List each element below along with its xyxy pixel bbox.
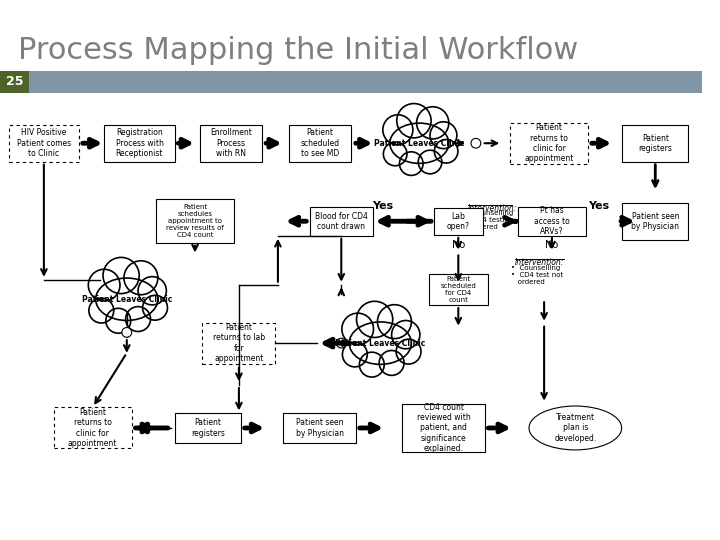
Text: CD4 count
reviewed with
patient, and
significance
explained.: CD4 count reviewed with patient, and sig… [417, 403, 471, 453]
FancyBboxPatch shape [0, 71, 702, 92]
Text: Blood for CD4
count drawn: Blood for CD4 count drawn [315, 212, 368, 231]
Text: •  Counselling
•  CD4 test not
   ordered: • Counselling • CD4 test not ordered [511, 265, 563, 285]
Text: Patient Leaves Clinic: Patient Leaves Clinic [81, 295, 172, 304]
FancyBboxPatch shape [402, 403, 485, 453]
Circle shape [434, 139, 458, 163]
Text: Intervention:: Intervention: [515, 258, 564, 267]
Circle shape [417, 107, 449, 139]
Circle shape [377, 305, 411, 339]
Text: Patient seen
by Physician: Patient seen by Physician [631, 212, 679, 231]
Text: Yes: Yes [588, 201, 609, 211]
Text: Patient
scheduled
to see MD: Patient scheduled to see MD [300, 129, 339, 158]
Ellipse shape [349, 322, 411, 364]
FancyBboxPatch shape [53, 408, 132, 448]
Ellipse shape [390, 123, 449, 163]
Circle shape [125, 307, 150, 332]
Circle shape [418, 150, 442, 174]
Circle shape [89, 269, 120, 301]
Text: Registration
Process with
Receptionist: Registration Process with Receptionist [115, 129, 163, 158]
Text: Patient
returns to
clinic for
appointment: Patient returns to clinic for appointmen… [68, 408, 117, 448]
Text: Process Mapping the Initial Workflow: Process Mapping the Initial Workflow [17, 36, 578, 65]
FancyBboxPatch shape [510, 123, 588, 164]
Circle shape [122, 328, 132, 338]
Text: 25: 25 [6, 75, 23, 89]
Ellipse shape [96, 278, 158, 320]
Circle shape [106, 308, 131, 333]
Text: Patient
registers: Patient registers [191, 418, 225, 438]
Circle shape [138, 276, 166, 305]
Text: No: No [545, 240, 559, 249]
FancyBboxPatch shape [283, 413, 356, 443]
FancyBboxPatch shape [104, 125, 174, 162]
Text: Patient
registers: Patient registers [639, 133, 672, 153]
Circle shape [379, 350, 404, 375]
Text: No: No [451, 240, 465, 249]
Text: Patient
returns to lab
for
appointment: Patient returns to lab for appointment [213, 323, 265, 363]
Circle shape [397, 104, 431, 138]
FancyBboxPatch shape [174, 413, 241, 443]
Text: HIV Positive
Patient comes
to Clinic: HIV Positive Patient comes to Clinic [17, 129, 71, 158]
Circle shape [336, 338, 346, 348]
Text: Patient seen
by Physician: Patient seen by Physician [296, 418, 344, 438]
Circle shape [396, 339, 421, 364]
Circle shape [392, 321, 420, 349]
FancyBboxPatch shape [622, 202, 688, 240]
Text: Intervention:: Intervention: [468, 204, 518, 213]
Text: Patient
scheduled
for CD4
count: Patient scheduled for CD4 count [441, 276, 476, 303]
FancyBboxPatch shape [310, 207, 373, 236]
Circle shape [356, 301, 392, 338]
Text: Patient Leaves Clinic: Patient Leaves Clinic [335, 339, 426, 348]
Circle shape [471, 138, 481, 148]
Text: Treatment
plan is
developed.: Treatment plan is developed. [554, 413, 596, 443]
FancyBboxPatch shape [518, 207, 586, 236]
Text: Yes: Yes [372, 201, 393, 211]
FancyBboxPatch shape [289, 125, 351, 162]
FancyBboxPatch shape [156, 199, 234, 243]
Text: Enrollment
Process
with RN: Enrollment Process with RN [210, 129, 252, 158]
Text: Patient
returns to
clinic for
appointment: Patient returns to clinic for appointmen… [524, 123, 574, 163]
FancyBboxPatch shape [622, 125, 688, 162]
Circle shape [400, 152, 423, 176]
Ellipse shape [529, 406, 621, 450]
Text: Patient Leaves Clinic: Patient Leaves Clinic [374, 139, 464, 148]
Text: •  Counselling
•  CD4 testing
   ordered: • Counselling • CD4 testing ordered [464, 210, 513, 230]
FancyBboxPatch shape [9, 125, 79, 162]
FancyBboxPatch shape [429, 274, 487, 305]
FancyBboxPatch shape [0, 71, 30, 92]
Circle shape [103, 258, 139, 294]
Text: Patient
schedules
appointment to
review results of
CD4 count: Patient schedules appointment to review … [166, 204, 224, 238]
FancyBboxPatch shape [202, 323, 276, 363]
Circle shape [343, 342, 367, 367]
Circle shape [359, 352, 384, 377]
Circle shape [383, 115, 413, 145]
Circle shape [89, 298, 114, 323]
Text: Pt has
access to
ARVs?: Pt has access to ARVs? [534, 206, 570, 236]
Circle shape [430, 122, 457, 148]
Text: Lab
open?: Lab open? [447, 212, 470, 231]
Circle shape [143, 295, 168, 320]
Circle shape [342, 313, 374, 345]
Circle shape [383, 142, 407, 166]
Circle shape [124, 261, 158, 295]
FancyBboxPatch shape [200, 125, 262, 162]
FancyBboxPatch shape [434, 207, 482, 235]
